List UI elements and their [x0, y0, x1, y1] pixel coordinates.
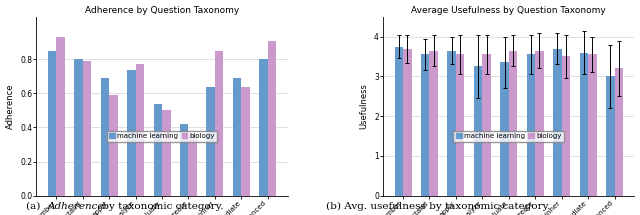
Bar	[562, 57, 570, 196]
Text: (a): (a)	[26, 201, 44, 210]
Bar	[215, 51, 223, 196]
Bar	[56, 37, 65, 196]
Bar	[606, 76, 614, 196]
Bar	[189, 134, 197, 196]
Bar	[83, 61, 91, 196]
Bar	[588, 54, 596, 196]
Bar	[553, 49, 562, 196]
Bar	[403, 49, 412, 196]
Bar	[395, 46, 403, 196]
Title: Adherence by Question Taxonomy: Adherence by Question Taxonomy	[85, 6, 239, 15]
Bar	[421, 54, 429, 196]
Bar	[74, 59, 83, 196]
Bar	[614, 68, 623, 196]
Bar	[162, 111, 170, 196]
Bar	[456, 54, 465, 196]
Bar	[447, 51, 456, 196]
Bar	[109, 95, 118, 196]
Bar	[136, 64, 144, 196]
Bar	[580, 52, 588, 196]
Bar	[259, 59, 268, 196]
Bar	[127, 69, 136, 196]
Legend: machine learning, biology: machine learning, biology	[454, 131, 564, 142]
Bar	[233, 78, 241, 196]
Bar	[48, 51, 56, 196]
Text: (b) Avg. usefulness by taxonomic category.: (b) Avg. usefulness by taxonomic categor…	[326, 201, 551, 210]
Bar	[241, 87, 250, 196]
Bar	[535, 51, 544, 196]
Bar	[509, 51, 517, 196]
Bar	[500, 62, 509, 196]
Bar	[100, 78, 109, 196]
Bar	[527, 54, 535, 196]
Text: by taxonomic category.: by taxonomic category.	[99, 201, 224, 210]
Bar	[207, 87, 215, 196]
Bar	[154, 104, 162, 196]
Bar	[483, 54, 491, 196]
Title: Average Usefulness by Question Taxonomy: Average Usefulness by Question Taxonomy	[412, 6, 606, 15]
Text: Adherence: Adherence	[48, 201, 104, 210]
Y-axis label: Usefulness: Usefulness	[360, 83, 369, 129]
Y-axis label: Adherence: Adherence	[6, 83, 15, 129]
Bar	[268, 41, 276, 196]
Bar	[180, 124, 189, 196]
Legend: machine learning, biology: machine learning, biology	[107, 131, 218, 142]
Bar	[474, 66, 483, 196]
Bar	[429, 51, 438, 196]
